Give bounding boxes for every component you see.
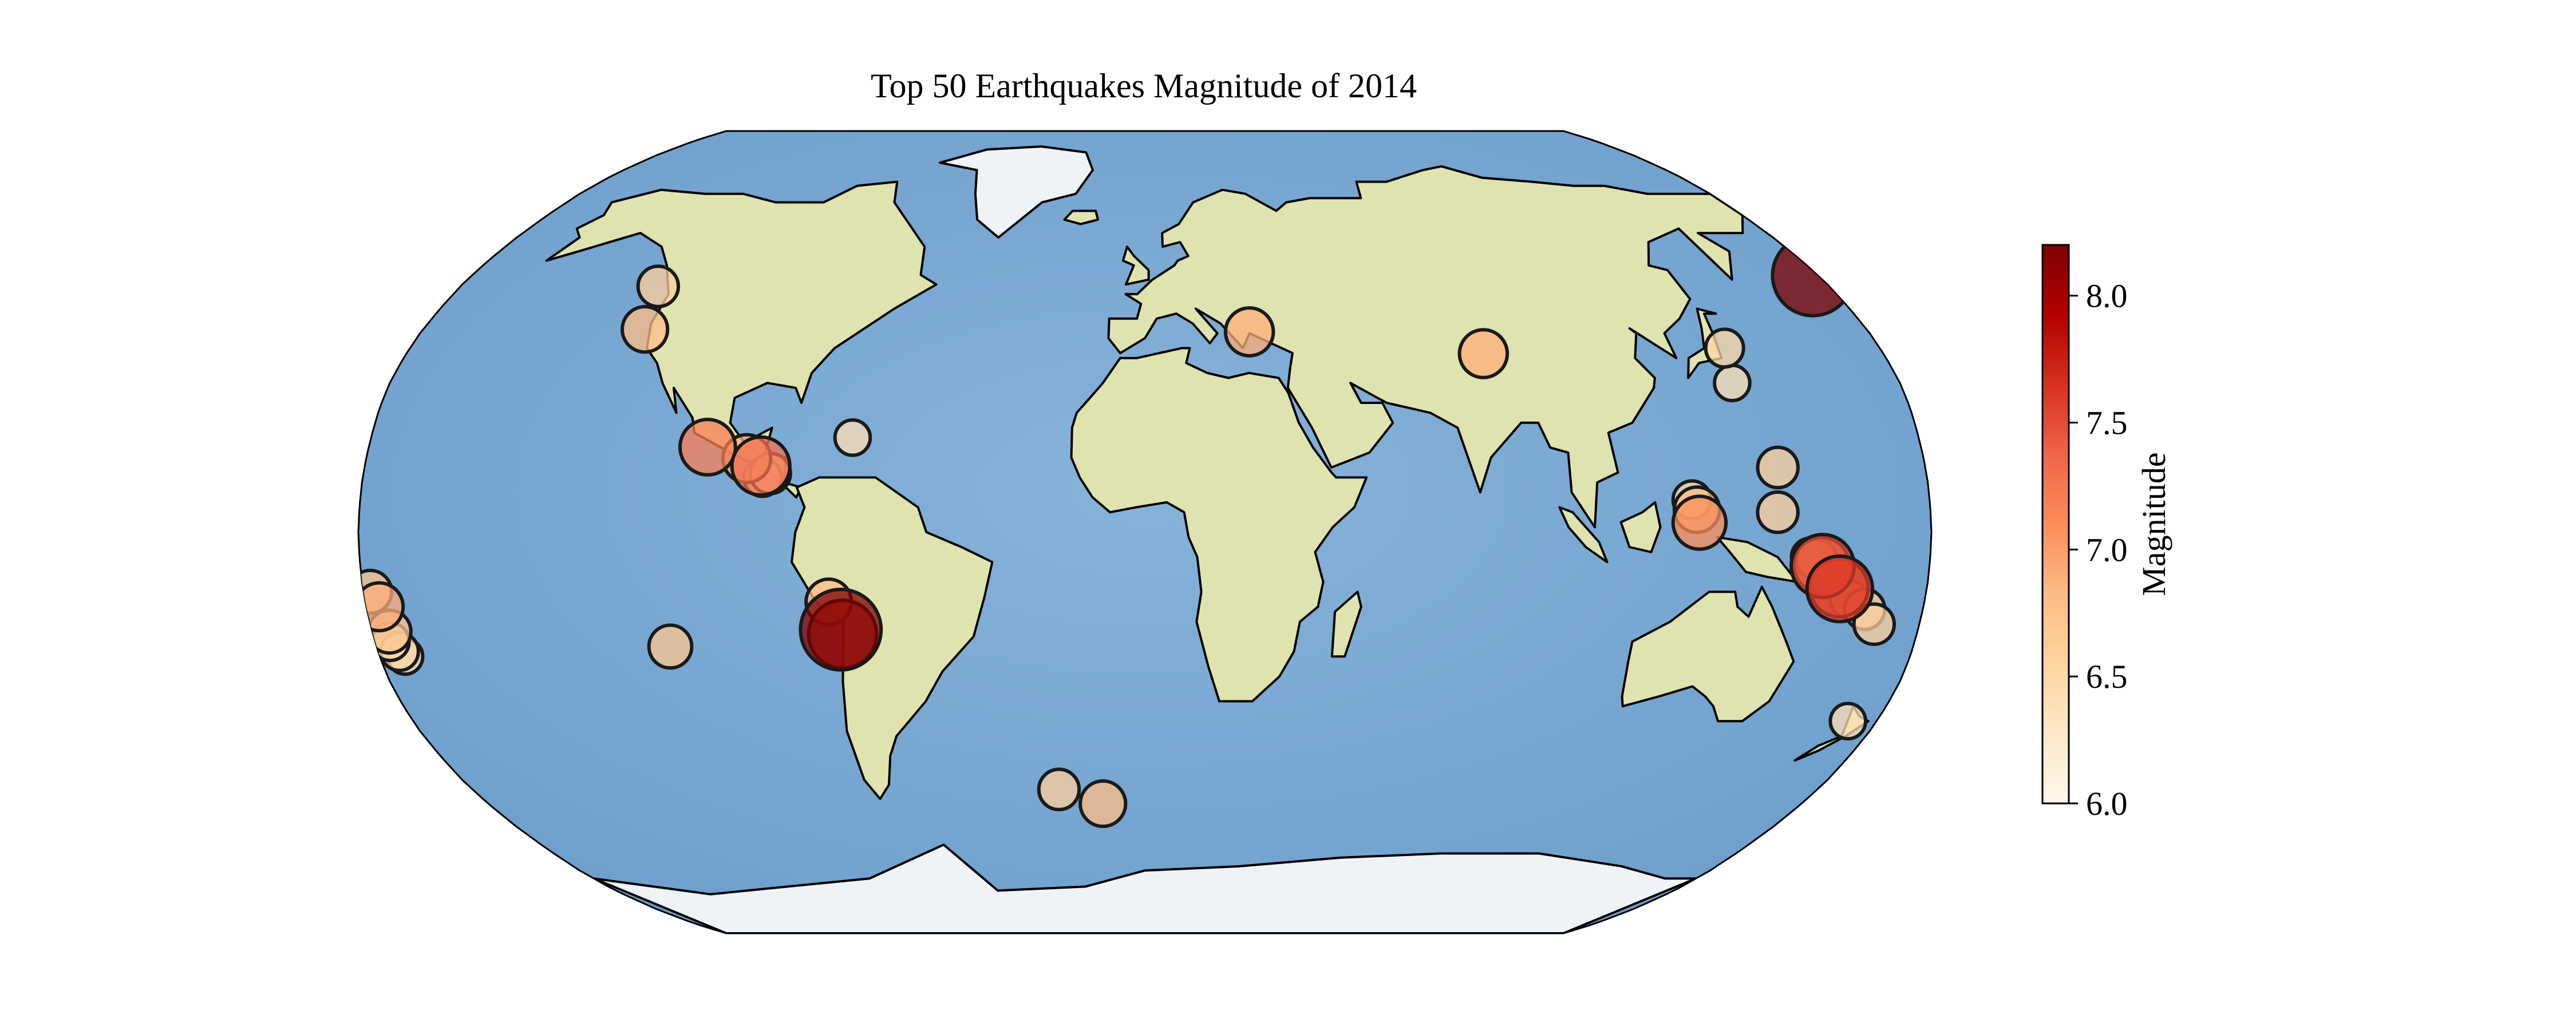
earthquake-marker	[1713, 363, 1752, 403]
greenland-landmass	[939, 145, 1094, 239]
earthquake-marker	[730, 435, 792, 497]
earthquake-marker	[678, 418, 737, 477]
colorbar-tick-label: 6.5	[2086, 658, 2128, 695]
earthquake-marker	[636, 264, 681, 308]
colorbar-ticks: 6.0 6.5 7.0 7.5 8.0	[2069, 278, 2128, 822]
earthquake-marker	[1671, 494, 1728, 551]
colorbar-gradient	[2041, 244, 2070, 805]
earthquake-marker	[1828, 702, 1867, 740]
colorbar: 6.0 6.5 7.0 7.5 8.0 Magnitude	[2041, 244, 2172, 822]
map-outline	[357, 130, 1933, 934]
earthquake-marker	[799, 588, 883, 672]
iceland-landmass	[1063, 209, 1099, 225]
earthquake-marker	[647, 623, 694, 670]
earthquake-marker	[1223, 306, 1275, 358]
earthquake-marker	[358, 581, 405, 633]
earthquake-marker	[1704, 327, 1745, 369]
land-masses	[545, 145, 1870, 933]
madagascar-landmass	[1330, 591, 1362, 658]
earthquake-marker	[1037, 767, 1081, 811]
earthquake-marker	[1771, 233, 1855, 318]
earthquake-marker	[1457, 328, 1510, 379]
uk-landmass	[1121, 245, 1150, 286]
chart-title: Top 50 Earthquakes Magnitude of 2014	[871, 67, 1417, 105]
earthquake-marker	[1756, 490, 1800, 534]
earthquake-marker	[1852, 602, 1897, 647]
africa-landmass	[1070, 347, 1368, 703]
antarctica-landmass	[592, 843, 1697, 933]
colorbar-tick-label: 6.0	[2086, 785, 2128, 822]
colorbar-tick-label: 7.0	[2086, 531, 2128, 568]
new-guinea-landmass	[1716, 536, 1799, 583]
eurasia-landmass	[1107, 165, 1744, 529]
earthquake-marker	[1805, 554, 1875, 624]
borneo-landmass	[1619, 501, 1662, 553]
world-map	[357, 130, 1933, 934]
colorbar-tick-label: 7.5	[2086, 405, 2128, 442]
australia-landmass	[1621, 585, 1795, 723]
colorbar-tick-label: 8.0	[2086, 278, 2128, 315]
colorbar-label: Magnitude	[2135, 452, 2172, 596]
earthquake-marker	[1756, 445, 1800, 490]
earthquake-marker	[621, 305, 670, 354]
earthquake-marker	[1078, 779, 1128, 829]
sumatra-landmass	[1558, 506, 1609, 564]
earthquake-marker	[833, 418, 872, 457]
